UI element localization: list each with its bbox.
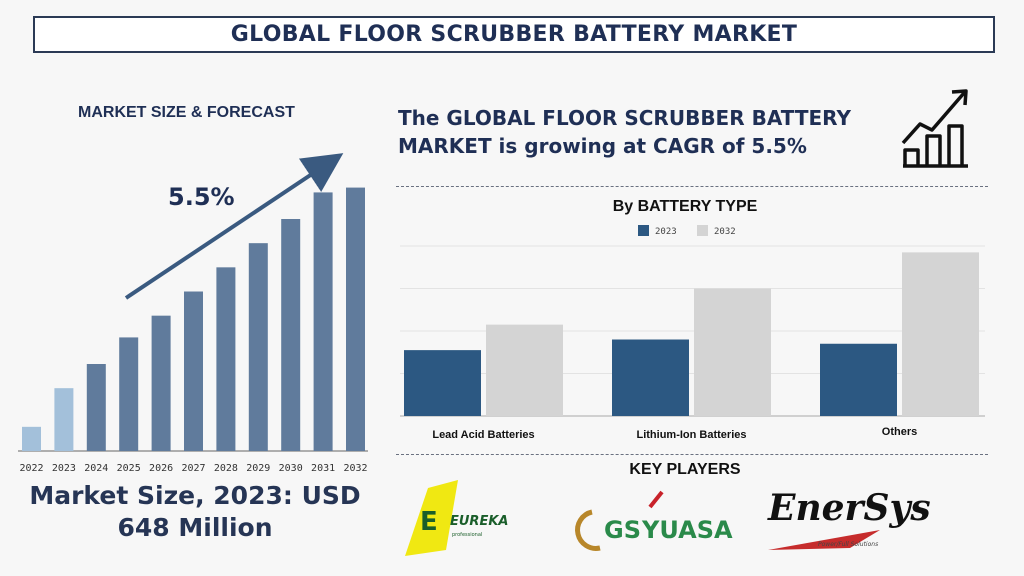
bt-category-label: Others	[882, 426, 917, 438]
forecast-year-label: 2028	[214, 463, 238, 474]
key-players-title: KEY PLAYERS	[629, 461, 741, 478]
bt-bar	[694, 288, 771, 416]
forecast-year-label: 2032	[343, 463, 367, 474]
trend-arrow-icon	[124, 153, 344, 300]
forecast-bar	[216, 267, 236, 451]
forecast-year-label: 2023	[52, 463, 76, 474]
page-title: GLOBAL FLOOR SCRUBBER BATTERY MARKET	[230, 22, 798, 47]
forecast-bar	[22, 426, 41, 451]
eureka-logo-text: EUREKA	[450, 514, 508, 529]
legend-swatch-2023	[638, 225, 649, 236]
market-size-forecast-label: MARKET SIZE & FORECAST	[78, 104, 295, 121]
bt-bar	[486, 324, 563, 416]
battery-type-legend: 2023 2032	[638, 225, 736, 237]
forecast-bar	[86, 364, 106, 451]
gs-logo-text: GS	[604, 516, 641, 544]
forecast-bar	[248, 243, 268, 451]
forecast-year-label: 2031	[311, 463, 335, 474]
forecast-bar	[346, 187, 365, 452]
bt-bar	[612, 339, 689, 416]
battery-type-title: By BATTERY TYPE	[612, 198, 758, 215]
forecast-bar	[184, 291, 203, 451]
bt-bar	[820, 343, 897, 416]
enersys-logo: EnerSys Power/Full Solutions	[767, 487, 931, 550]
forecast-bar	[313, 192, 333, 451]
bt-bar	[902, 252, 979, 416]
forecast-bar	[281, 219, 301, 451]
enersys-tagline: Power/Full Solutions	[818, 541, 878, 548]
growth-statement: The GLOBAL FLOOR SCRUBBER BATTERY MARKET…	[398, 106, 851, 158]
battery-type-chart: Lead Acid Batteries Lithium-Ion Batteries…	[400, 245, 985, 441]
yuasa-logo-text: YUASA	[641, 516, 733, 544]
forecast-bar	[54, 388, 74, 451]
forecast-year-label: 2027	[181, 463, 205, 474]
gs-yuasa-logo: GS YUASA	[575, 490, 733, 551]
enersys-logo-text: EnerSys	[767, 487, 931, 529]
legend-label-2032: 2032	[714, 227, 736, 237]
title-banner: GLOBAL FLOOR SCRUBBER BATTERY MARKET	[33, 16, 995, 53]
forecast-chart: 2022 2023 2024 2025 2026 2027 2028 2029 2030 2031…	[18, 187, 368, 474]
forecast-year-label: 2022	[19, 463, 43, 474]
bt-bar	[404, 350, 481, 416]
eureka-logo: E EUREKA professional	[405, 480, 508, 556]
forecast-year-label: 2025	[117, 463, 141, 474]
forecast-year-label: 2030	[279, 463, 303, 474]
forecast-year-label: 2024	[84, 463, 108, 474]
eureka-logo-subtext: professional	[452, 532, 482, 538]
legend-label-2023: 2023	[655, 227, 677, 237]
divider-top	[396, 186, 988, 187]
bt-category-label: Lithium-Ion Batteries	[636, 429, 746, 441]
market-size-text: Market Size, 2023: USD 648 Million	[29, 481, 361, 542]
forecast-bar	[119, 337, 139, 451]
legend-swatch-2032	[697, 225, 708, 236]
svg-text:E: E	[420, 507, 438, 537]
forecast-bar	[151, 315, 171, 451]
forecast-year-label: 2026	[149, 463, 173, 474]
cagr-label: 5.5%	[168, 183, 235, 211]
forecast-year-label: 2029	[246, 463, 270, 474]
divider-bottom	[396, 454, 988, 455]
bt-category-label: Lead Acid Batteries	[432, 429, 534, 441]
growth-chart-icon	[901, 89, 968, 168]
